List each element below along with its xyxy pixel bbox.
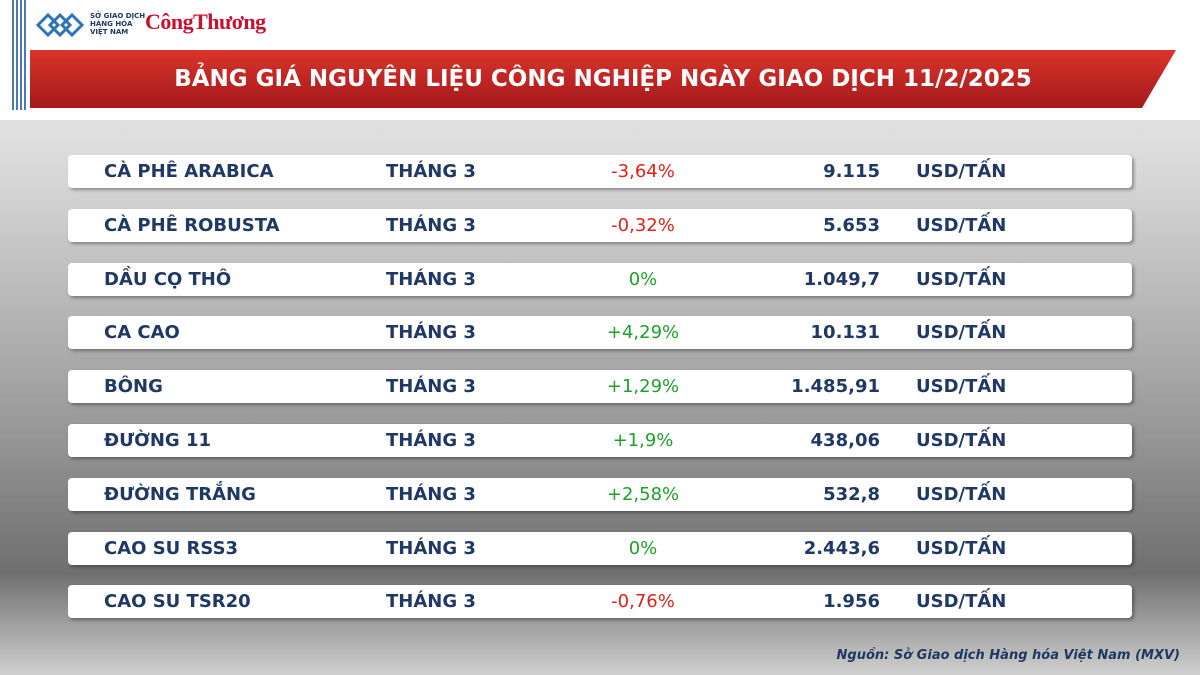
contract-month: THÁNG 3 xyxy=(386,268,476,290)
contract-month: THÁNG 3 xyxy=(386,376,476,398)
contract-month: THÁNG 3 xyxy=(386,430,476,451)
table-row: ĐƯỜNG 11 THÁNG 3 +1,9% 438,06 USD/TẤN xyxy=(68,424,1132,457)
unit: USD/TẤN xyxy=(916,483,1007,505)
change: +2,58% xyxy=(606,483,680,505)
change: -3,64% xyxy=(611,161,675,182)
commodity: CAO SU TSR20 xyxy=(104,591,251,613)
commodity: DẦU CỌ THÔ xyxy=(104,268,232,290)
table-row: CAO SU RSS3 THÁNG 3 0% 2.443,6 USD/TẤN xyxy=(68,531,1132,565)
unit: USD/TẤN xyxy=(916,537,1007,559)
contract-month: THÁNG 3 xyxy=(386,161,476,182)
table-row: DẦU CỌ THÔ THÁNG 3 0% 1.049,7 USD/TẤN xyxy=(68,262,1132,296)
price: 1.485,91 xyxy=(791,376,880,398)
contract-month: THÁNG 3 xyxy=(386,214,476,236)
table-row: ĐƯỜNG TRẮNG THÁNG 3 +2,58% 532,8 USD/TẤN xyxy=(68,477,1132,511)
commodity: ĐƯỜNG 11 xyxy=(104,430,211,451)
unit: USD/TẤN xyxy=(916,214,1007,236)
unit: USD/TẤN xyxy=(916,268,1007,290)
change: -0,76% xyxy=(611,591,675,613)
table-row: CÀ PHÊ ROBUSTA THÁNG 3 -0,32% 5.653 USD/TẤN xyxy=(68,208,1132,242)
table-row: BÔNG THÁNG 3 +1,29% 1.485,91 USD/TẤN xyxy=(68,370,1132,404)
change: +1,9% xyxy=(612,430,674,451)
price: 10.131 xyxy=(810,322,880,344)
commodity: ĐƯỜNG TRẮNG xyxy=(104,483,256,505)
price: 438,06 xyxy=(810,430,880,451)
logo-icon xyxy=(36,12,85,38)
logo-brand: CôngThương xyxy=(145,9,266,34)
logo-line: VIỆT NAM xyxy=(90,28,129,36)
commodity: CÀ PHÊ ARABICA xyxy=(104,161,274,182)
table-row: CÀ PHÊ ARABICA THÁNG 3 -3,64% 9.115 USD/TẤN xyxy=(68,155,1132,188)
title: BẢNG GIÁ NGUYÊN LIỆU CÔNG NGHIỆP NGÀY GI… xyxy=(174,66,1032,92)
unit: USD/TẤN xyxy=(916,430,1007,451)
change: -0,32% xyxy=(611,214,675,236)
table-row: CAO SU TSR20 THÁNG 3 -0,76% 1.956 USD/TẤN xyxy=(68,585,1132,619)
change: +1,29% xyxy=(606,376,680,398)
side-stripes xyxy=(12,0,26,110)
contract-month: THÁNG 3 xyxy=(386,537,476,559)
title-banner xyxy=(30,50,1176,108)
logo-org: SỞ GIAO DỊCH HÀNG HÓA VIỆT NAM xyxy=(90,12,145,36)
price: 9.115 xyxy=(823,161,880,182)
unit: USD/TẤN xyxy=(916,322,1007,344)
unit: USD/TẤN xyxy=(916,161,1007,182)
source: Nguồn: Sở Giao dịch Hàng hóa Việt Nam (M… xyxy=(836,648,1180,663)
commodity: CAO SU RSS3 xyxy=(104,537,239,559)
commodity: CA CAO xyxy=(104,322,180,344)
contract-month: THÁNG 3 xyxy=(386,483,476,505)
price: 1.049,7 xyxy=(803,268,880,290)
commodity: CÀ PHÊ ROBUSTA xyxy=(104,214,280,236)
logo-line: HÀNG HÓA xyxy=(90,20,133,28)
unit: USD/TẤN xyxy=(916,591,1007,613)
contract-month: THÁNG 3 xyxy=(386,591,476,613)
price: 2.443,6 xyxy=(803,537,880,559)
unit: USD/TẤN xyxy=(916,376,1007,398)
price: 1.956 xyxy=(823,591,880,613)
price: 532,8 xyxy=(823,483,880,505)
commodity: BÔNG xyxy=(104,376,163,398)
change: +4,29% xyxy=(606,322,680,344)
change: 0% xyxy=(628,537,658,559)
contract-month: THÁNG 3 xyxy=(386,322,476,344)
table-row: CA CAO THÁNG 3 +4,29% 10.131 USD/TẤN xyxy=(68,316,1132,350)
change: 0% xyxy=(628,268,658,290)
price: 5.653 xyxy=(823,214,880,236)
logo-line: SỞ GIAO DỊCH xyxy=(90,12,146,20)
